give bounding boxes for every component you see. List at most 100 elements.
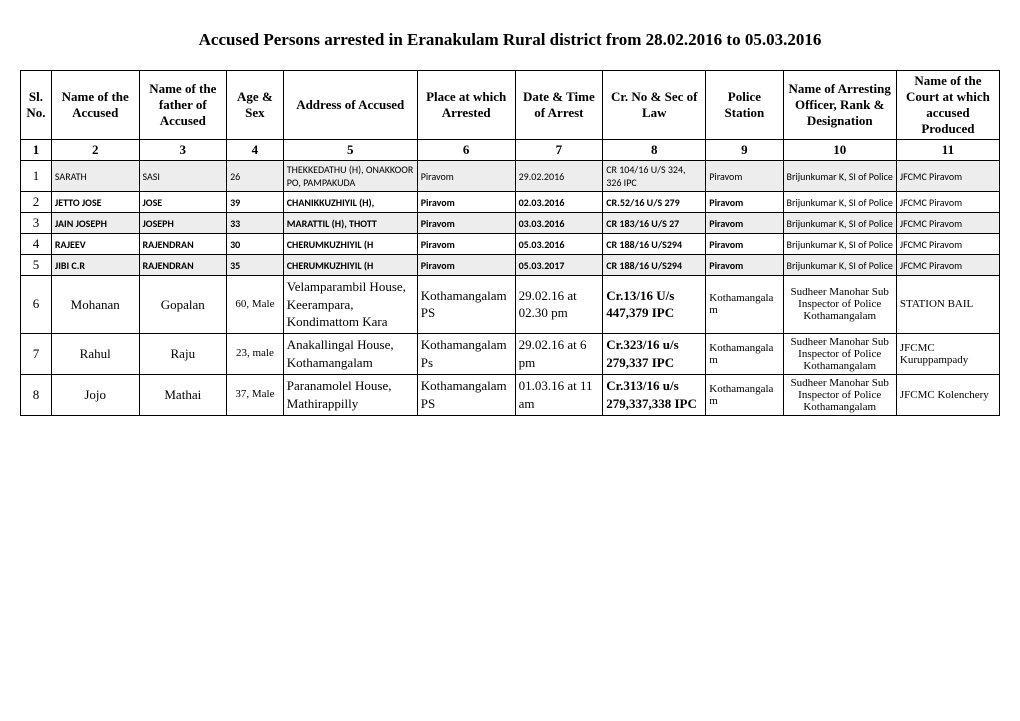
cell-date: 05.03.2017	[515, 255, 603, 276]
cell-father: Raju	[139, 333, 227, 374]
page-title: Accused Persons arrested in Eranakulam R…	[20, 30, 1000, 50]
num-cell: 10	[783, 140, 896, 161]
cell-place: Kothamangalam Ps	[417, 333, 515, 374]
cell-cr: CR 188/16 U/S294	[603, 234, 706, 255]
cell-name: JETTO JOSE	[51, 192, 139, 213]
cell-father: JOSE	[139, 192, 227, 213]
cell-addr: Velamparambil House, Keerampara, Kondima…	[283, 276, 417, 334]
cell-name: JAIN JOSEPH	[51, 213, 139, 234]
cell-addr: CHANIKKUZHIYIL (H),	[283, 192, 417, 213]
cell-court: JFCMC Kolenchery	[896, 374, 999, 415]
table-row: 4RAJEEVRAJENDRAN30CHERUMKUZHIYIL (HPirav…	[21, 234, 1000, 255]
cell-ps: Piravom	[706, 192, 783, 213]
col-date: Date & Time of Arrest	[515, 71, 603, 140]
cell-date: 02.03.2016	[515, 192, 603, 213]
cell-sl: 1	[21, 161, 52, 192]
table-row: 1SARATHSASI26THEKKEDATHU (H), ONAKKOOR P…	[21, 161, 1000, 192]
num-cell: 3	[139, 140, 227, 161]
cell-age: 23, male	[227, 333, 284, 374]
cell-ps: Piravom	[706, 255, 783, 276]
num-cell: 2	[51, 140, 139, 161]
num-cell: 4	[227, 140, 284, 161]
cell-father: JOSEPH	[139, 213, 227, 234]
cell-place: Piravom	[417, 213, 515, 234]
cell-sl: 6	[21, 276, 52, 334]
cell-place: Piravom	[417, 161, 515, 192]
cell-cr: CR 104/16 U/S 324, 326 IPC	[603, 161, 706, 192]
cell-off: Brijunkumar K, SI of Police	[783, 213, 896, 234]
table-row: 5JIBI C.RRAJENDRAN35CHERUMKUZHIYIL (HPir…	[21, 255, 1000, 276]
num-cell: 1	[21, 140, 52, 161]
cell-age: 37, Male	[227, 374, 284, 415]
cell-off: Sudheer Manohar Sub Inspector of Police …	[783, 374, 896, 415]
cell-ps: Piravom	[706, 234, 783, 255]
cell-cr: CR 183/16 U/S 27	[603, 213, 706, 234]
cell-off: Brijunkumar K, SI of Police	[783, 234, 896, 255]
cell-age: 35	[227, 255, 284, 276]
cell-ps: Kothamangalam	[706, 276, 783, 334]
cell-father: Mathai	[139, 374, 227, 415]
cell-court: JFCMC Piravom	[896, 161, 999, 192]
cell-age: 39	[227, 192, 284, 213]
cell-court: STATION BAIL	[896, 276, 999, 334]
cell-date: 29.02.16 at 02.30 pm	[515, 276, 603, 334]
number-row: 1 2 3 4 5 6 7 8 9 10 11	[21, 140, 1000, 161]
cell-father: Gopalan	[139, 276, 227, 334]
cell-age: 26	[227, 161, 284, 192]
cell-place: Piravom	[417, 192, 515, 213]
col-address: Address of Accused	[283, 71, 417, 140]
cell-addr: THEKKEDATHU (H), ONAKKOOR PO, PAMPAKUDA	[283, 161, 417, 192]
cell-name: Rahul	[51, 333, 139, 374]
cell-place: Kothamangalam PS	[417, 374, 515, 415]
num-cell: 8	[603, 140, 706, 161]
cell-court: JFCMC Piravom	[896, 213, 999, 234]
cell-age: 33	[227, 213, 284, 234]
num-cell: 11	[896, 140, 999, 161]
cell-date: 05.03.2016	[515, 234, 603, 255]
cell-name: RAJEEV	[51, 234, 139, 255]
col-officer: Name of Arresting Officer, Rank & Design…	[783, 71, 896, 140]
cell-cr: Cr.323/16 u/s 279,337 IPC	[603, 333, 706, 374]
col-court: Name of the Court at which accused Produ…	[896, 71, 999, 140]
num-cell: 9	[706, 140, 783, 161]
cell-ps: Piravom	[706, 161, 783, 192]
col-cr: Cr. No & Sec of Law	[603, 71, 706, 140]
table-row: 3JAIN JOSEPHJOSEPH33MARATTIL (H), THOTTP…	[21, 213, 1000, 234]
cell-cr: Cr.13/16 U/s 447,379 IPC	[603, 276, 706, 334]
cell-name: JIBI C.R	[51, 255, 139, 276]
cell-off: Brijunkumar K, SI of Police	[783, 161, 896, 192]
cell-court: JFCMC Piravom	[896, 255, 999, 276]
num-cell: 5	[283, 140, 417, 161]
cell-sl: 3	[21, 213, 52, 234]
cell-father: SASI	[139, 161, 227, 192]
table-row: 6MohananGopalan60, MaleVelamparambil Hou…	[21, 276, 1000, 334]
cell-sl: 8	[21, 374, 52, 415]
cell-ps: Kothamangalam	[706, 374, 783, 415]
cell-addr: MARATTIL (H), THOTT	[283, 213, 417, 234]
cell-ps: Kothamangalam	[706, 333, 783, 374]
arrest-table: Sl. No. Name of the Accused Name of the …	[20, 70, 1000, 416]
cell-off: Sudheer Manohar Sub Inspector of Police …	[783, 333, 896, 374]
cell-cr: CR.52/16 U/S 279	[603, 192, 706, 213]
col-sl: Sl. No.	[21, 71, 52, 140]
num-cell: 6	[417, 140, 515, 161]
col-father: Name of the father of Accused	[139, 71, 227, 140]
cell-place: Piravom	[417, 234, 515, 255]
cell-sl: 5	[21, 255, 52, 276]
cell-cr: CR 188/16 U/S294	[603, 255, 706, 276]
num-cell: 7	[515, 140, 603, 161]
cell-addr: CHERUMKUZHIYIL (H	[283, 234, 417, 255]
cell-addr: Anakallingal House, Kothamangalam	[283, 333, 417, 374]
table-row: 2JETTO JOSEJOSE39CHANIKKUZHIYIL (H),Pira…	[21, 192, 1000, 213]
cell-off: Sudheer Manohar Sub Inspector of Police …	[783, 276, 896, 334]
cell-court: JFCMC Piravom	[896, 192, 999, 213]
cell-age: 30	[227, 234, 284, 255]
cell-date: 29.02.16 at 6 pm	[515, 333, 603, 374]
cell-addr: Paranamolel House, Mathirappilly	[283, 374, 417, 415]
cell-name: Jojo	[51, 374, 139, 415]
cell-court: JFCMC Kuruppampady	[896, 333, 999, 374]
col-name: Name of the Accused	[51, 71, 139, 140]
col-ps: Police Station	[706, 71, 783, 140]
cell-name: SARATH	[51, 161, 139, 192]
col-place: Place at which Arrested	[417, 71, 515, 140]
